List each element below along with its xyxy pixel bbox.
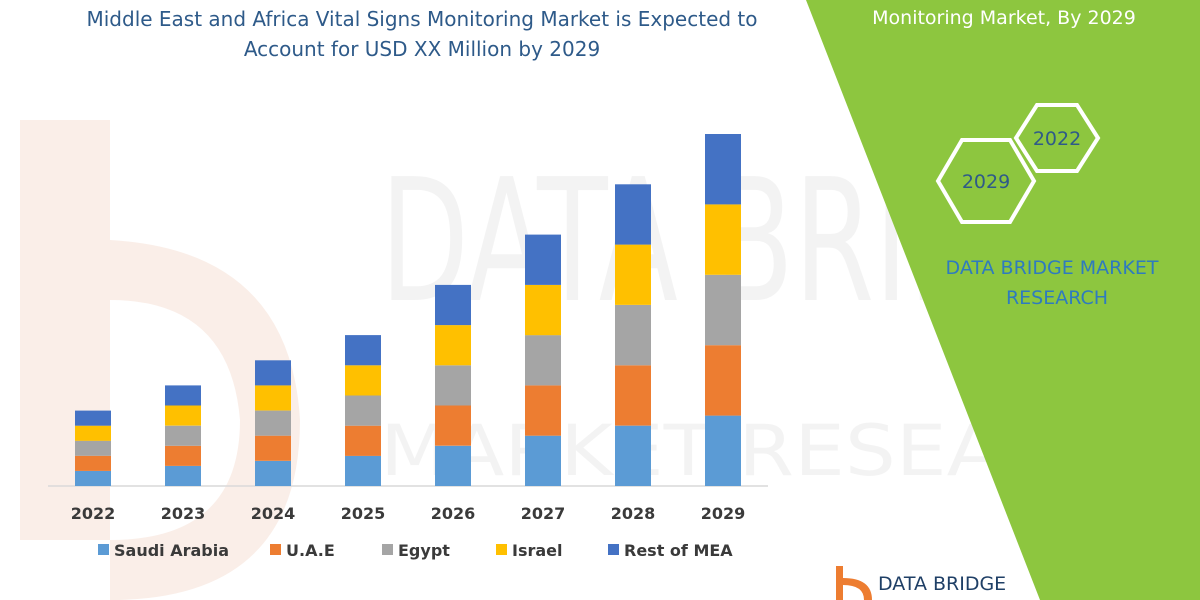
hexagon-right: 2022 bbox=[1013, 103, 1101, 173]
bar-2023-egypt bbox=[165, 425, 201, 446]
x-axis-ticks: 2022 2023 2024 2025 2026 2027 2028 2029 bbox=[71, 504, 746, 523]
legend-label-u-a-e: U.A.E bbox=[286, 541, 335, 560]
bar-stack-2028 bbox=[615, 184, 651, 486]
legend-label-israel: Israel bbox=[512, 541, 563, 560]
bar-2025-u-a-e bbox=[345, 425, 381, 456]
data-bridge-logo-icon bbox=[836, 566, 872, 600]
bar-stack-2024 bbox=[255, 360, 291, 486]
bar-2025-saudi-arabia bbox=[345, 455, 381, 486]
data-bridge-logo: DATA BRIDGE bbox=[836, 566, 1006, 600]
bar-2022-saudi-arabia bbox=[75, 470, 111, 486]
bar-2027-saudi-arabia bbox=[525, 435, 561, 486]
bar-2026-u-a-e bbox=[435, 405, 471, 446]
x-tick-label-2022: 2022 bbox=[71, 504, 116, 523]
legend-swatch-rest-of-mea bbox=[608, 544, 619, 555]
bar-2027-egypt bbox=[525, 335, 561, 386]
hexagon-left: 2029 bbox=[935, 138, 1037, 224]
hexagon-left-outline bbox=[935, 138, 1037, 224]
watermark-logo-icon bbox=[20, 120, 300, 600]
bar-2024-israel bbox=[255, 385, 291, 411]
bar-2029-rest-of-mea bbox=[705, 134, 741, 205]
legend-label-rest-of-mea: Rest of MEA bbox=[624, 541, 733, 560]
x-tick-label-2028: 2028 bbox=[611, 504, 656, 523]
chart-title-line2: Account for USD XX Million by 2029 bbox=[244, 37, 600, 61]
bar-2023-saudi-arabia bbox=[165, 465, 201, 486]
bar-stack-2025 bbox=[345, 335, 381, 486]
bar-2026-rest-of-mea bbox=[435, 284, 471, 326]
bar-2029-egypt bbox=[705, 274, 741, 346]
x-tick-label-2024: 2024 bbox=[251, 504, 296, 523]
legend-label-egypt: Egypt bbox=[398, 541, 450, 560]
hexagon-right-outline bbox=[1013, 103, 1101, 173]
hexagon-right-label: 2022 bbox=[1033, 128, 1081, 150]
bar-2023-rest-of-mea bbox=[165, 385, 201, 406]
legend-swatch-u-a-e bbox=[270, 544, 281, 555]
bar-stack-2022 bbox=[75, 410, 111, 486]
bar-2027-israel bbox=[525, 284, 561, 336]
bar-2024-rest-of-mea bbox=[255, 360, 291, 386]
legend-swatch-israel bbox=[496, 544, 507, 555]
bar-2022-u-a-e bbox=[75, 455, 111, 471]
bar-2028-rest-of-mea bbox=[615, 184, 651, 245]
legend-swatch-egypt bbox=[382, 544, 393, 555]
bar-2027-rest-of-mea bbox=[525, 234, 561, 285]
bar-2022-egypt bbox=[75, 440, 111, 456]
bar-stack-2023 bbox=[165, 385, 201, 486]
bar-2026-saudi-arabia bbox=[435, 445, 471, 486]
bar-2028-saudi-arabia bbox=[615, 425, 651, 486]
x-tick-label-2025: 2025 bbox=[341, 504, 386, 523]
legend-swatch-saudi-arabia bbox=[98, 544, 109, 555]
brand-line2: RESEARCH bbox=[1006, 287, 1108, 309]
bar-stack-2027 bbox=[525, 234, 561, 486]
bars bbox=[75, 134, 741, 486]
data-bridge-logo-text: DATA BRIDGE bbox=[878, 573, 1006, 595]
side-panel bbox=[806, 0, 1200, 600]
bar-2024-egypt bbox=[255, 410, 291, 436]
hexagon-left-label: 2029 bbox=[962, 171, 1010, 193]
bar-2026-egypt bbox=[435, 365, 471, 406]
bar-2024-u-a-e bbox=[255, 435, 291, 461]
legend: Saudi Arabia U.A.E Egypt Israel Rest of MEA bbox=[98, 541, 733, 560]
legend-label-saudi-arabia: Saudi Arabia bbox=[114, 541, 229, 560]
bar-2023-u-a-e bbox=[165, 445, 201, 466]
bar-2028-u-a-e bbox=[615, 365, 651, 426]
bar-2023-israel bbox=[165, 405, 201, 426]
chart-title-line1: Middle East and Africa Vital Signs Monit… bbox=[86, 7, 757, 31]
bar-2029-israel bbox=[705, 204, 741, 275]
stacked-bar-chart: 2022 2023 2024 2025 2026 2027 2028 2029 Saudi A… bbox=[48, 134, 768, 560]
bar-2029-u-a-e bbox=[705, 345, 741, 416]
bar-2028-egypt bbox=[615, 305, 651, 366]
bar-2026-israel bbox=[435, 325, 471, 366]
bar-2027-u-a-e bbox=[525, 385, 561, 436]
bar-2025-rest-of-mea bbox=[345, 335, 381, 366]
bar-2028-israel bbox=[615, 244, 651, 305]
side-panel-heading: Monitoring Market, By 2029 bbox=[872, 7, 1136, 29]
bar-2022-israel bbox=[75, 425, 111, 441]
x-tick-label-2027: 2027 bbox=[521, 504, 566, 523]
bar-stack-2026 bbox=[435, 284, 471, 486]
bar-2025-israel bbox=[345, 365, 381, 396]
x-tick-label-2026: 2026 bbox=[431, 504, 476, 523]
brand-line1: DATA BRIDGE MARKET bbox=[946, 257, 1159, 279]
bar-2025-egypt bbox=[345, 395, 381, 426]
bar-2029-saudi-arabia bbox=[705, 415, 741, 486]
bar-stack-2029 bbox=[705, 134, 741, 486]
bar-2022-rest-of-mea bbox=[75, 410, 111, 426]
bar-2024-saudi-arabia bbox=[255, 460, 291, 486]
x-tick-label-2023: 2023 bbox=[161, 504, 206, 523]
x-tick-label-2029: 2029 bbox=[701, 504, 746, 523]
